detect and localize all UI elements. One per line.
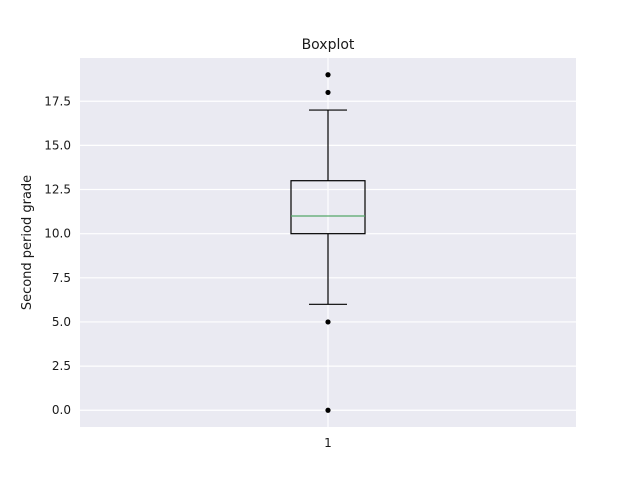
outlier-point (325, 319, 331, 325)
y-tick-labels: 0.0 2.5 5.0 7.5 10.0 12.5 15.0 17.5 (44, 94, 71, 417)
outlier-point (325, 407, 331, 413)
box-layer (290, 72, 366, 413)
chart-title: Boxplot (302, 37, 355, 53)
iqr-box (290, 180, 366, 235)
y-tick-label: 10.0 (44, 227, 71, 241)
y-tick-label: 15.0 (44, 138, 71, 152)
x-tick-labels: 1 (324, 436, 332, 450)
x-tick-label: 1 (324, 436, 332, 450)
y-tick-label: 0.0 (52, 403, 71, 417)
y-tick-label: 17.5 (44, 94, 71, 108)
outlier-point (325, 72, 331, 78)
y-tick-label: 7.5 (52, 271, 71, 285)
y-tick-label: 2.5 (52, 359, 71, 373)
outlier-point (325, 89, 331, 96)
y-tick-label: 12.5 (44, 183, 71, 197)
y-tick-label: 5.0 (52, 315, 71, 329)
y-axis-title: Second period grade (20, 175, 35, 310)
